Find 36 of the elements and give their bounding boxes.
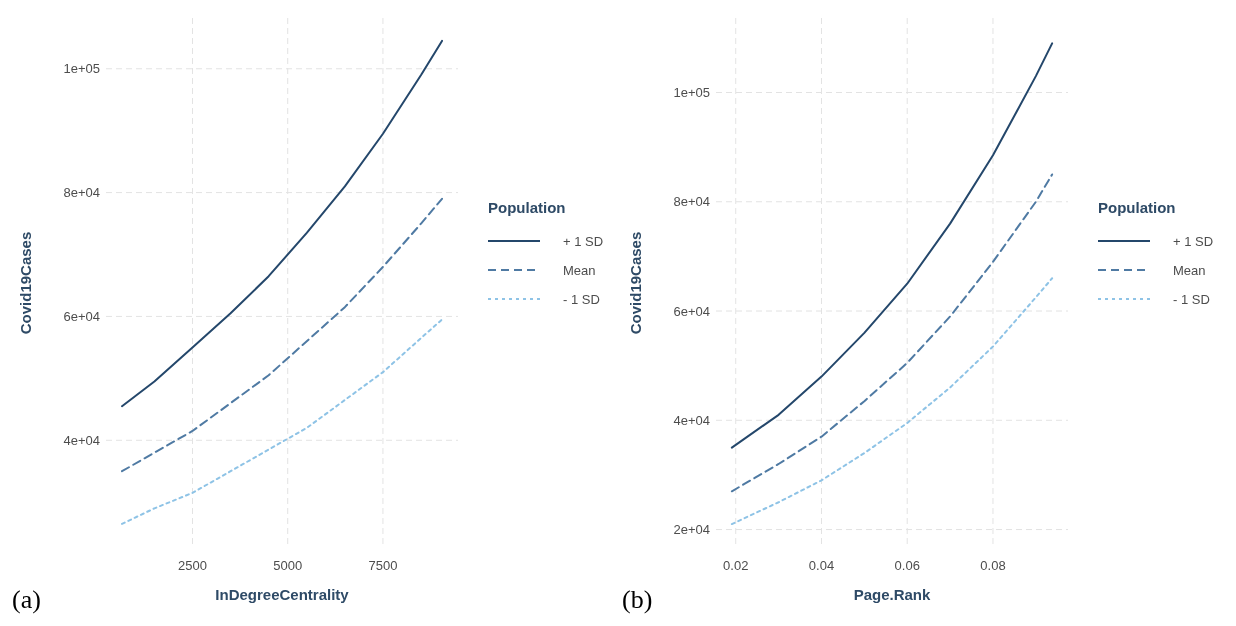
y-axis-title: Covid19Cases (17, 231, 34, 335)
line-series (121, 197, 443, 473)
legend-label: - 1 SD (563, 291, 600, 307)
legend-label: + 1 SD (563, 233, 604, 249)
line-series (121, 39, 443, 408)
line-series (730, 42, 1054, 449)
legend-label: - 1 SD (1173, 291, 1210, 307)
line-series (730, 277, 1054, 526)
text: (b) (622, 585, 653, 614)
x-tick-label: 0.06 (894, 558, 920, 573)
y-axis-title: Covid19Cases (627, 231, 644, 335)
text: (a) (12, 585, 41, 614)
y-tick-label: 1e+05 (673, 85, 710, 101)
x-tick-label: 7500 (368, 558, 398, 573)
line-series (121, 318, 443, 525)
y-tick-label: 6e+04 (673, 303, 710, 319)
y-tick-label: 8e+04 (673, 194, 710, 210)
x-tick-label: 0.08 (980, 558, 1006, 573)
y-tick-label: 2e+04 (673, 522, 710, 538)
y-tick-label: 4e+04 (673, 412, 710, 428)
y-tick-label: 8e+04 (63, 185, 100, 201)
legend-title: Population (488, 199, 566, 216)
line-series (730, 173, 1054, 493)
x-tick-label: 0.04 (808, 558, 835, 573)
y-tick-label: 6e+04 (63, 308, 100, 324)
x-tick-label: 0.02 (723, 558, 749, 573)
x-tick-label: 2500 (178, 558, 207, 573)
y-tick-label: 1e+05 (63, 61, 100, 77)
x-axis-title: InDegreeCentrality (215, 586, 350, 603)
legend-label: Mean (563, 262, 596, 278)
x-tick-label: 5000 (273, 558, 303, 573)
legend-label: Mean (1173, 262, 1206, 278)
legend-title: Population (1098, 199, 1176, 216)
legend-label: + 1 SD (1173, 233, 1214, 249)
y-tick-label: 4e+04 (63, 432, 100, 448)
x-axis-title: Page.Rank (853, 586, 932, 603)
